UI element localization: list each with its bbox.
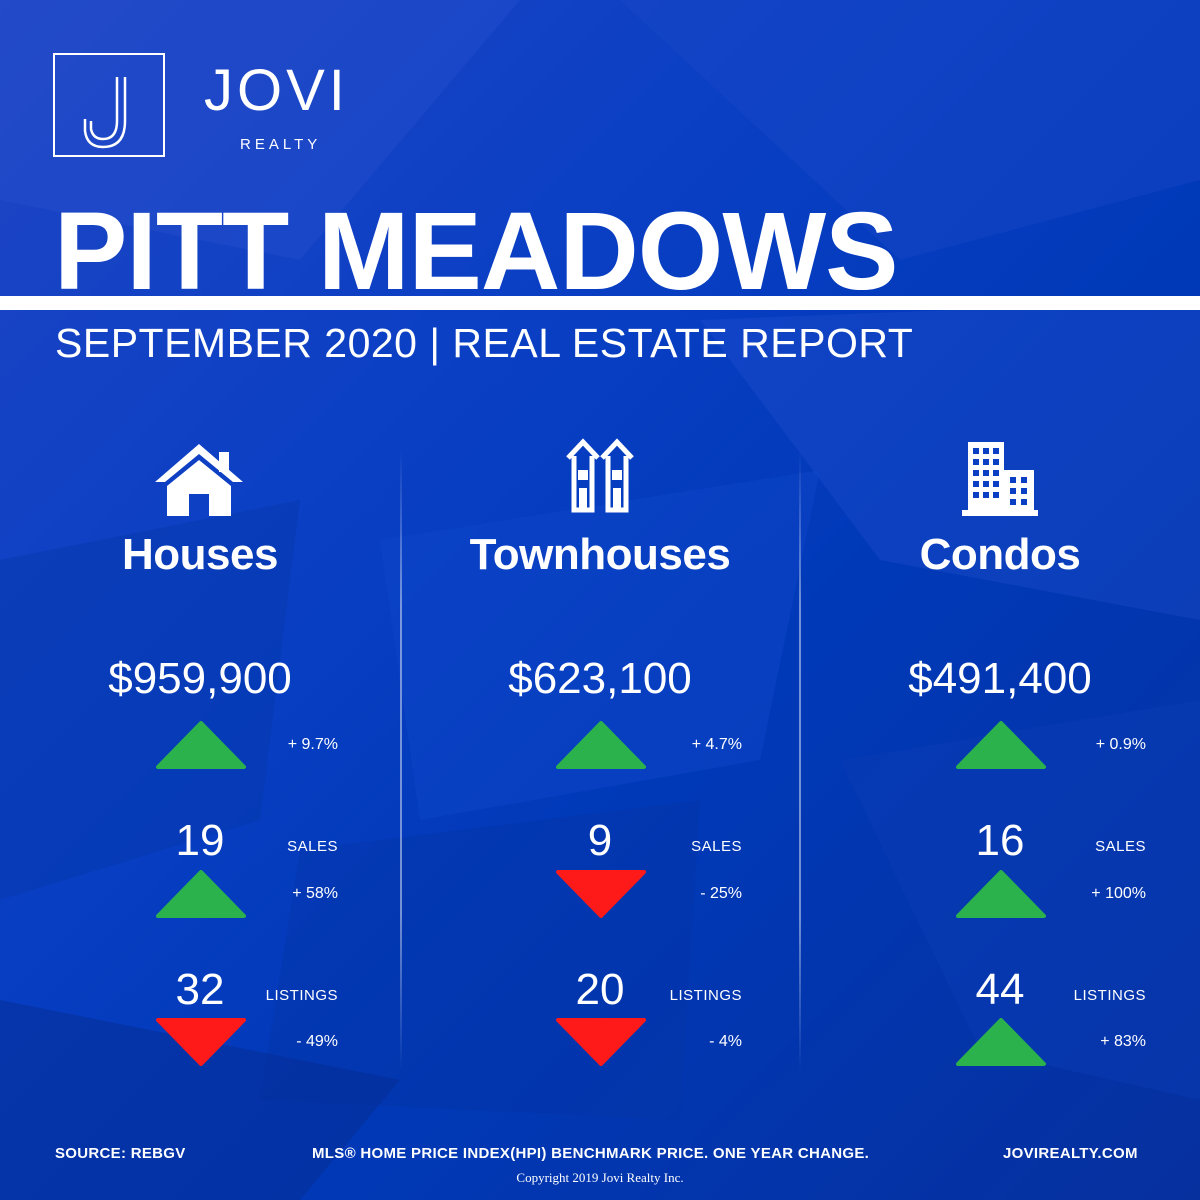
condo-building-icon xyxy=(962,442,1038,516)
townhouses-title: Townhouses xyxy=(469,530,731,579)
condos-price-change: + 0.9% xyxy=(1095,736,1146,753)
houses-title: Houses xyxy=(122,530,278,579)
houses-price: $959,900 xyxy=(108,654,292,703)
townhouses-price: $623,100 xyxy=(508,654,692,703)
condos-sales-label: SALES xyxy=(1095,838,1146,855)
logo-j-icon xyxy=(83,77,127,149)
up-arrow-icon xyxy=(956,721,1046,769)
townhouses-sales-label: SALES xyxy=(691,838,742,855)
logo-box xyxy=(53,53,165,157)
houses-column: Houses $959,900 + 9.7% 19 SALES + 58% 32… xyxy=(0,430,400,1070)
up-arrow-icon xyxy=(156,870,246,918)
title-underline xyxy=(0,296,1200,310)
column-divider xyxy=(799,450,801,1070)
brand-tagline: REALTY xyxy=(240,136,322,153)
condos-price: $491,400 xyxy=(908,654,1092,703)
down-arrow-icon xyxy=(556,1018,646,1066)
townhouses-listings-change: - 4% xyxy=(709,1033,742,1050)
condos-title: Condos xyxy=(919,530,1081,579)
down-arrow-icon xyxy=(556,870,646,918)
townhouses-listings-count: 20 xyxy=(575,965,625,1014)
house-icon xyxy=(155,444,243,516)
houses-sales-label: SALES xyxy=(287,838,338,855)
townhouses-listings-label: LISTINGS xyxy=(669,987,742,1004)
townhouses-sales-count: 9 xyxy=(587,816,613,865)
up-arrow-icon xyxy=(156,721,246,769)
brand-name: JOVI xyxy=(204,58,349,123)
condos-listings-label: LISTINGS xyxy=(1073,987,1146,1004)
condos-sales-count: 16 xyxy=(975,816,1025,865)
houses-listings-change: - 49% xyxy=(296,1033,338,1050)
column-divider xyxy=(400,450,402,1070)
houses-sales-count: 19 xyxy=(175,816,225,865)
townhouses-column: Townhouses $623,100 + 4.7% 9 SALES - 25%… xyxy=(400,430,800,1070)
houses-price-change: + 9.7% xyxy=(287,736,338,753)
up-arrow-icon xyxy=(556,721,646,769)
up-arrow-icon xyxy=(956,870,1046,918)
footer-source: SOURCE: REBGV xyxy=(55,1145,186,1162)
report-subtitle: SEPTEMBER 2020 | REAL ESTATE REPORT xyxy=(55,320,914,366)
townhouses-price-change: + 4.7% xyxy=(691,736,742,753)
condos-listings-change: + 83% xyxy=(1100,1033,1146,1050)
footer-copyright: Copyright 2019 Jovi Realty Inc. xyxy=(516,1170,684,1185)
footer-note: MLS® HOME PRICE INDEX(HPI) BENCHMARK PRI… xyxy=(312,1145,870,1162)
footer-website-link[interactable]: JOVIREALTY.COM xyxy=(1003,1145,1138,1162)
up-arrow-icon xyxy=(956,1018,1046,1066)
houses-sales-change: + 58% xyxy=(292,885,338,902)
townhouse-icon xyxy=(566,438,634,513)
houses-listings-count: 32 xyxy=(175,965,225,1014)
condos-sales-change: + 100% xyxy=(1091,885,1146,902)
houses-listings-label: LISTINGS xyxy=(265,987,338,1004)
condos-column: Condos $491,400 + 0.9% 16 SALES + 100% 4… xyxy=(800,430,1200,1070)
condos-listings-count: 44 xyxy=(975,965,1025,1014)
townhouses-sales-change: - 25% xyxy=(700,885,742,902)
down-arrow-icon xyxy=(156,1018,246,1066)
page-title: PITT MEADOWS xyxy=(54,190,899,313)
